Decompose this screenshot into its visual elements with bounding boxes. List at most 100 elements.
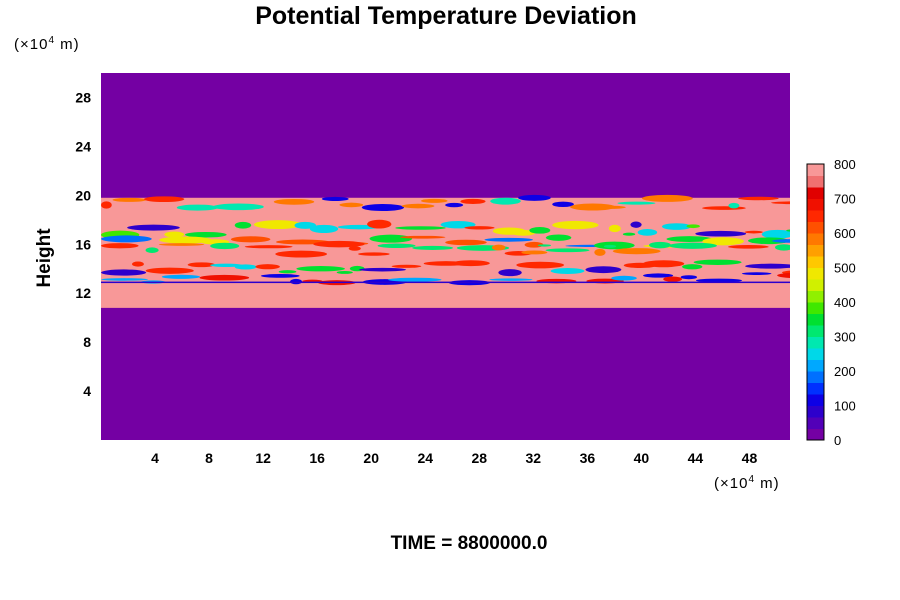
colorbar-swatch [807, 313, 824, 326]
y-unit-exp: 4 [48, 35, 55, 46]
structure-cell [642, 194, 693, 202]
structure-cell [309, 224, 339, 234]
structure-cell [294, 221, 317, 229]
x-tick-labels: 4 8 12 16 20 24 28 32 36 40 44 48 [151, 450, 757, 466]
structure-cell [440, 220, 476, 229]
structure-cell [184, 231, 227, 238]
structure-cell [682, 264, 703, 270]
colorbar-tick-label: 500 [834, 261, 856, 276]
structure-cell [101, 243, 139, 249]
structure-cell [498, 269, 522, 277]
structure-cell [199, 274, 250, 281]
colorbar-swatch [807, 371, 824, 383]
structure-cell [771, 239, 790, 243]
structure-cell [686, 224, 700, 229]
structure-cell [388, 277, 442, 282]
structure-cell [339, 202, 364, 208]
structure-cell [524, 241, 544, 248]
structure-cell [550, 267, 585, 274]
y-tick-label: 24 [75, 138, 91, 154]
colorbar-tick-label: 0 [834, 433, 841, 448]
structure-cell [529, 227, 551, 234]
structure-cell [702, 237, 745, 246]
y-tick-label: 4 [83, 383, 91, 399]
structure-cell [101, 269, 147, 276]
structure-cell [275, 250, 328, 258]
colorbar-swatch [807, 336, 824, 349]
plot-area [101, 73, 790, 440]
y-tick-label: 28 [75, 89, 91, 105]
structure-cell [728, 202, 740, 209]
colorbar-swatch [807, 210, 824, 222]
structure-cell [552, 201, 574, 208]
structure-cell [649, 241, 671, 249]
structure-cell [570, 203, 616, 211]
x-tick-label: 4 [151, 450, 159, 466]
colorbar [807, 164, 824, 441]
structure-cell [420, 198, 448, 203]
x-unit-exp: 4 [748, 474, 755, 485]
structure-cell [777, 272, 790, 278]
x-tick-label: 16 [309, 450, 325, 466]
structure-cell [491, 244, 506, 251]
x-tick-label: 32 [526, 450, 542, 466]
colorbar-swatch [807, 221, 824, 234]
structure-cell [585, 266, 622, 274]
structure-cell [210, 263, 243, 267]
colorbar-tick-label: 200 [834, 364, 856, 379]
structure-cell [771, 201, 790, 205]
structure-cell [145, 247, 159, 253]
colorbar-swatch [807, 290, 824, 303]
structure-cell [786, 229, 790, 232]
structure-cell [159, 236, 212, 244]
y-tick-label: 12 [75, 285, 91, 301]
colorbar-swatch [807, 187, 824, 199]
x-unit-prefix: (×10 [714, 475, 748, 492]
structure-cell [630, 221, 642, 228]
structure-cell [738, 196, 779, 201]
structure-cell [401, 203, 435, 209]
structure-cell [187, 262, 216, 268]
structure-cell [695, 278, 743, 283]
structure-cell [744, 230, 763, 234]
structure-cell [358, 252, 390, 256]
colorbar-tick-label: 100 [834, 399, 856, 414]
structure-cell [594, 248, 606, 256]
x-tick-label: 44 [688, 450, 704, 466]
structure-cell [668, 242, 717, 249]
x-tick-label: 8 [205, 450, 213, 466]
x-tick-label: 40 [634, 450, 650, 466]
colorbar-swatch [807, 279, 824, 291]
structure-cell [127, 224, 180, 231]
structure-cell [464, 226, 495, 230]
structure-cell [296, 266, 345, 272]
time-footer: TIME = 8800000.0 [391, 533, 548, 554]
colorbar-swatch [807, 325, 824, 337]
structure-cell [253, 220, 302, 230]
structure-cell [369, 234, 413, 243]
structure-cell [321, 196, 349, 201]
colorbar-frame [806, 163, 825, 441]
y-unit-suffix: m) [55, 36, 80, 53]
y-unit-prefix: (×10 [14, 36, 48, 53]
structure-cell [361, 204, 405, 212]
colorbar-swatch [807, 164, 824, 176]
structure-cell [608, 224, 621, 233]
y-tick-labels: 4 8 12 16 20 24 28 [75, 89, 91, 399]
structure-cell [622, 232, 636, 236]
colorbar-tick-label: 800 [834, 157, 856, 172]
x-tick-label: 24 [417, 450, 433, 466]
structure-cell [244, 245, 293, 249]
chart-title: Potential Temperature Deviation [255, 2, 637, 30]
structure-cell [161, 274, 201, 279]
structure-cell [661, 223, 692, 230]
colorbar-tick-label: 300 [834, 330, 856, 345]
structure-cell [643, 273, 674, 278]
structure-cell [445, 202, 464, 208]
colorbar-tick-label: 700 [834, 192, 856, 207]
structure-cell [518, 194, 551, 201]
structure-cell [101, 201, 112, 209]
structure-cell [545, 234, 572, 241]
colorbar-swatch [807, 394, 824, 406]
